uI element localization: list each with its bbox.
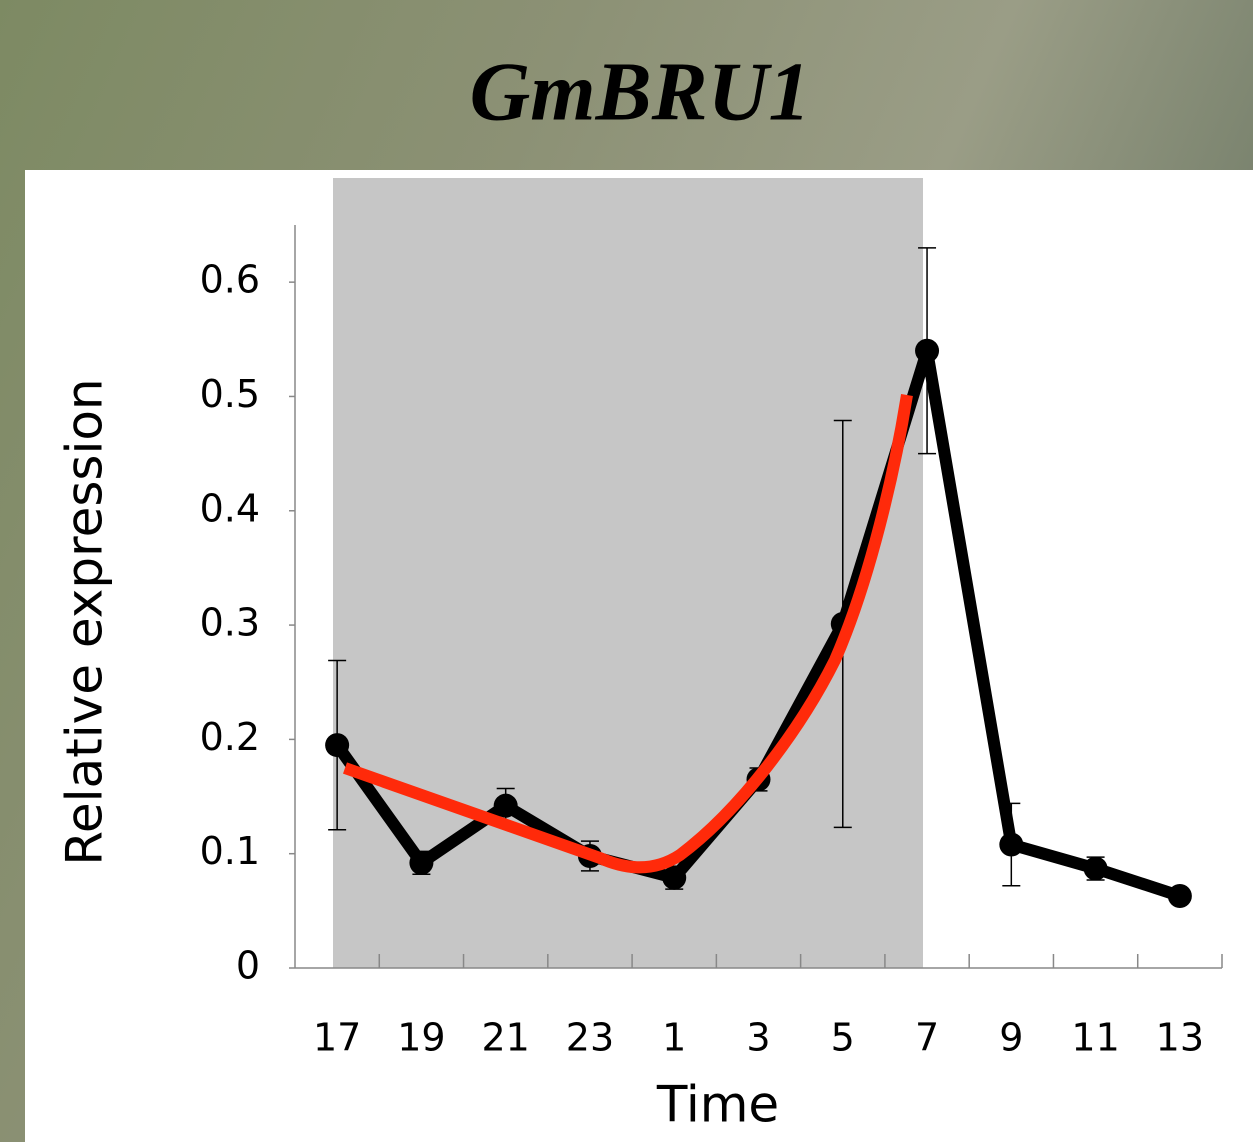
data-point (325, 733, 350, 758)
data-point (1083, 856, 1108, 881)
x-tick-label: 21 (482, 1016, 530, 1060)
y-tick-label: 0.2 (200, 715, 260, 759)
x-tick-label: 1 (662, 1016, 686, 1060)
chart-title: GmBRU1 (470, 45, 811, 138)
y-tick-label: 0 (236, 944, 260, 988)
x-axis-label: Time (656, 1076, 779, 1134)
y-tick-label: 0.6 (200, 258, 260, 302)
y-tick-label: 0.3 (200, 601, 260, 645)
x-tick-label: 17 (313, 1016, 361, 1060)
x-tick-label: 19 (397, 1016, 445, 1060)
dark-period-shade (333, 178, 923, 968)
y-tick-label: 0.5 (200, 372, 260, 416)
x-tick-label: 13 (1156, 1016, 1204, 1060)
x-tick-label: 11 (1071, 1016, 1119, 1060)
x-tick-label: 7 (915, 1016, 939, 1060)
y-tick-label: 0.4 (200, 486, 260, 530)
data-point (915, 338, 940, 363)
data-point (1167, 883, 1192, 908)
data-point (999, 832, 1024, 857)
x-tick-label: 5 (831, 1016, 855, 1060)
data-point (409, 850, 434, 875)
trend-curve (343, 394, 913, 874)
y-tick-label: 0.1 (200, 829, 260, 873)
x-tick-label: 3 (746, 1016, 770, 1060)
y-axis-label: Relative expression (56, 378, 114, 865)
data-point (493, 793, 518, 818)
x-tick-label: 23 (566, 1016, 614, 1060)
x-tick-label: 9 (999, 1016, 1023, 1060)
data-point (662, 865, 687, 890)
